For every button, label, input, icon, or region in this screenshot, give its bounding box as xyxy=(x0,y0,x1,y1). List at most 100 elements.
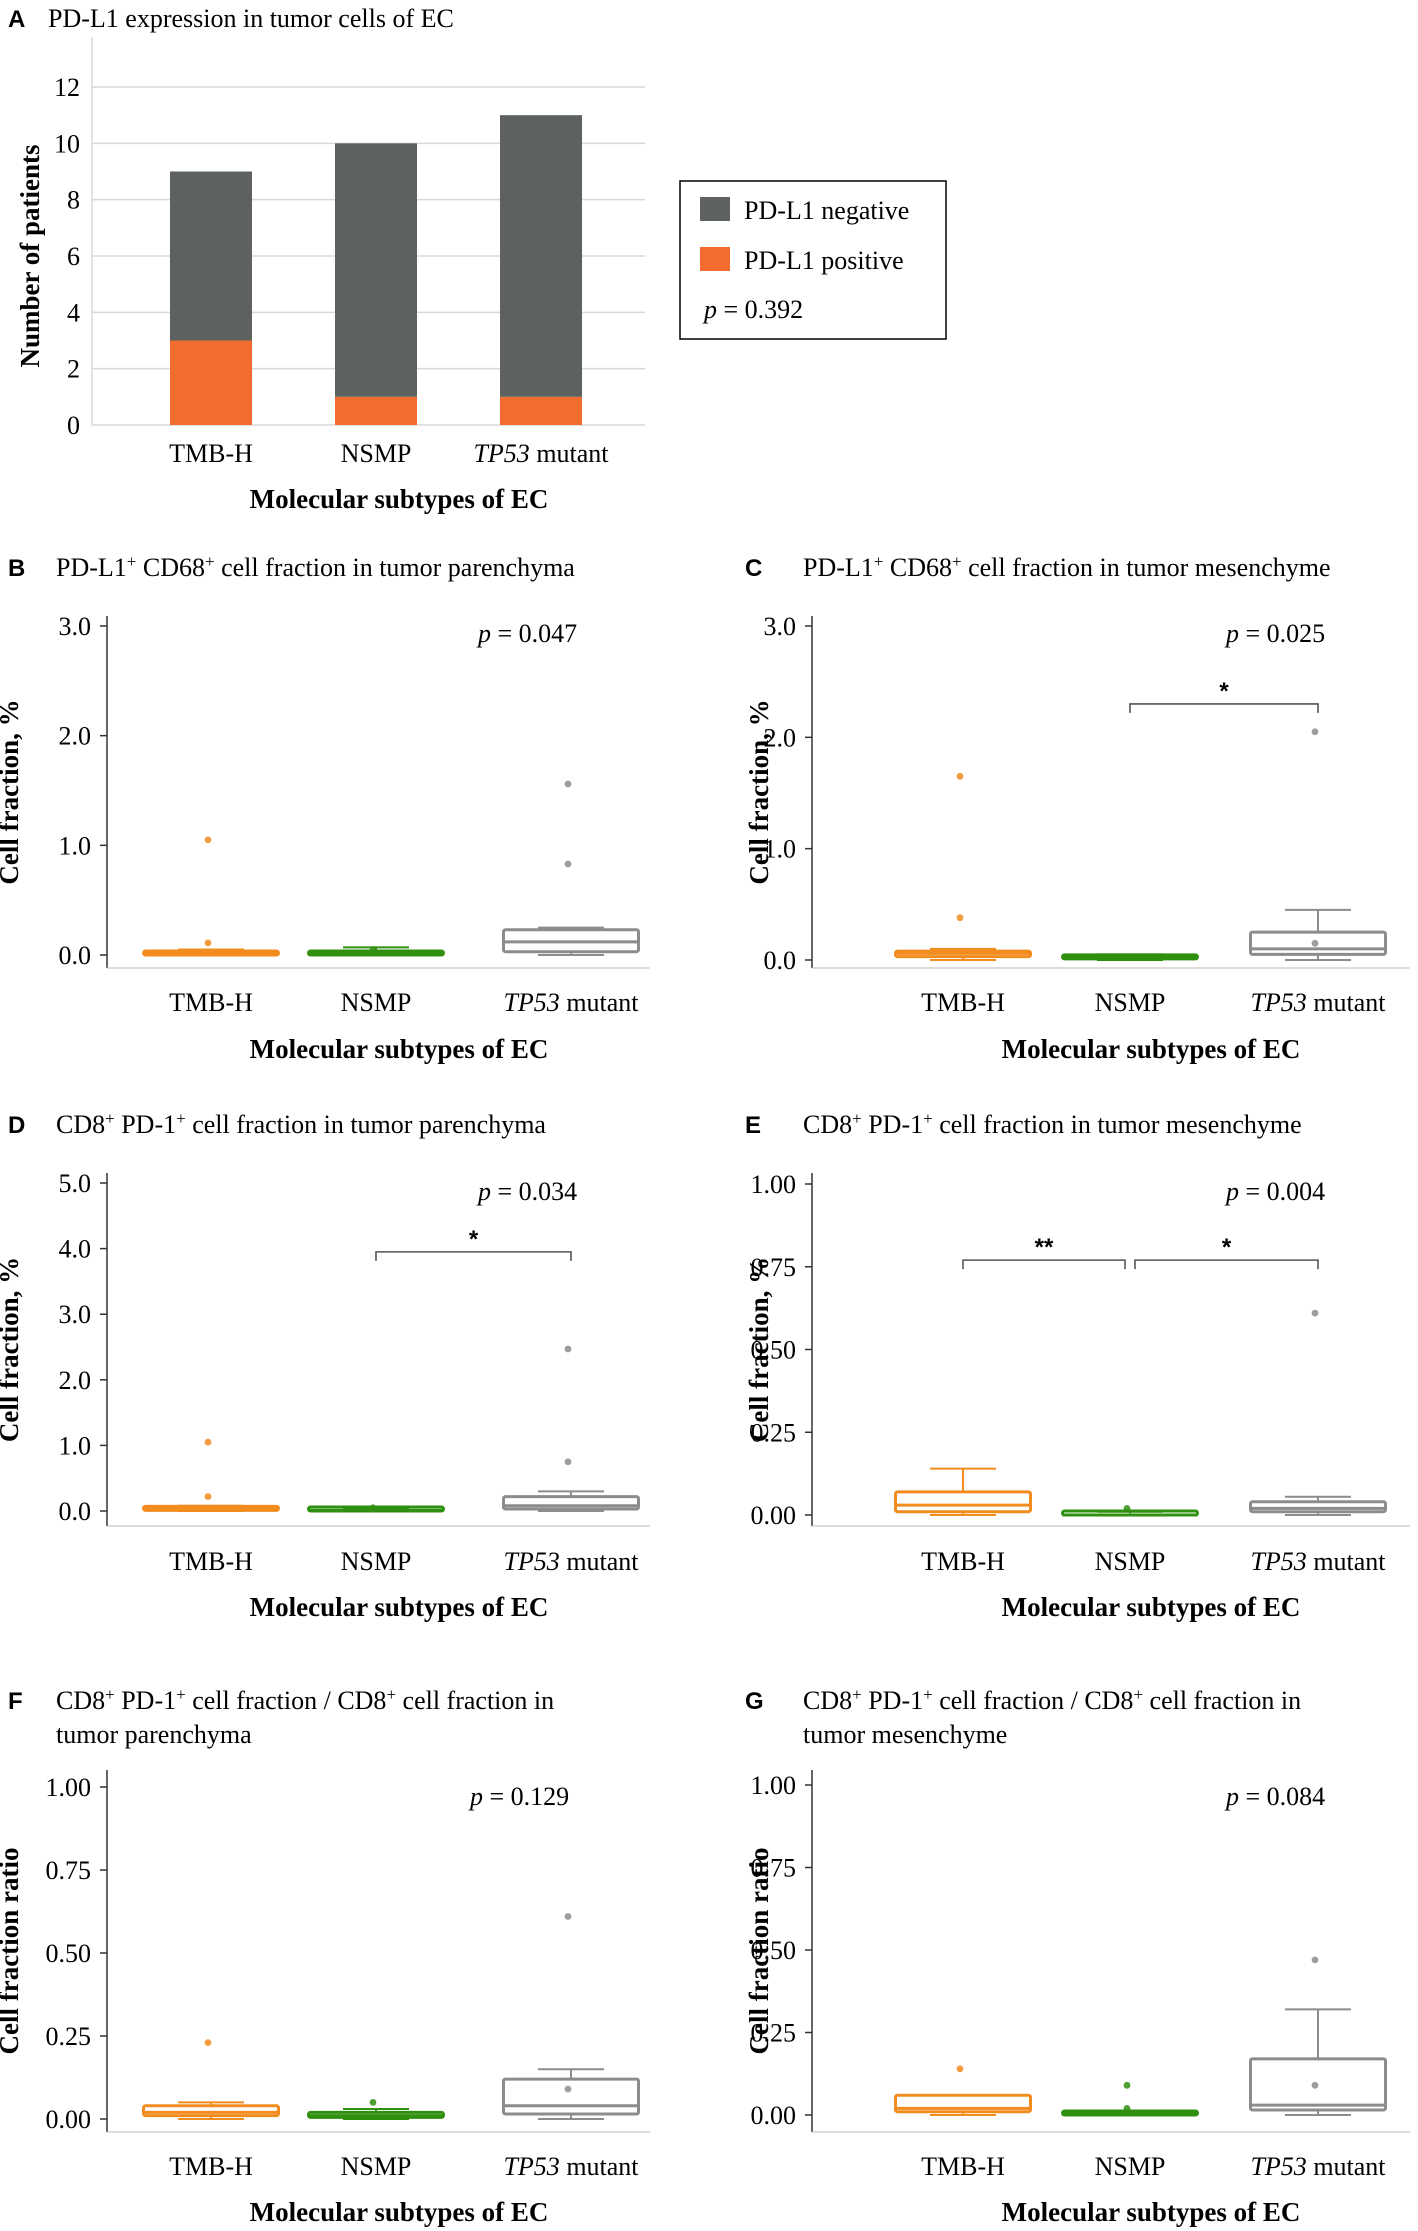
box-tp53-mutant xyxy=(502,780,640,956)
gene-suffix: mutant xyxy=(1307,988,1386,1017)
box-body xyxy=(1249,1500,1387,1514)
significance-bracket: ** xyxy=(962,1234,1126,1270)
p-value: p = 0.034 xyxy=(476,1177,577,1206)
outlier-point xyxy=(1311,939,1319,947)
p-number: = 0.034 xyxy=(491,1177,577,1206)
legend-label-negative: PD-L1 negative xyxy=(744,196,909,225)
panel-title: CD8+ PD-1+ cell fraction in tumor parenc… xyxy=(56,1109,546,1140)
bar-pd-l1-negative xyxy=(335,143,417,397)
title-text: PD-1 xyxy=(862,1686,923,1715)
category-label: NSMP xyxy=(341,2152,412,2181)
outlier-point xyxy=(956,914,964,922)
y-tick-label: 5.0 xyxy=(59,1169,92,1198)
bar-pd-l1-negative xyxy=(500,115,582,397)
category-label: TMB-H xyxy=(169,988,253,1017)
y-tick-label: 6 xyxy=(67,242,80,271)
category-label: NSMP xyxy=(1095,1547,1166,1576)
title-text: tumor mesenchyme xyxy=(803,1720,1007,1749)
category-label: TMB-H xyxy=(169,1547,253,1576)
bracket-line xyxy=(962,1259,1126,1270)
outlier-point xyxy=(564,860,572,868)
box-body xyxy=(502,1495,640,1511)
gene-suffix: mutant xyxy=(1307,1547,1386,1576)
category-label: TMB-H xyxy=(921,2152,1005,2181)
box-tp53-mutant xyxy=(502,1913,640,2120)
y-axis-label: Number of patients xyxy=(15,144,45,367)
y-tick-label: 8 xyxy=(67,186,80,215)
panel-title: tumor mesenchyme xyxy=(803,1720,1007,1749)
title-text: CD8 xyxy=(803,1110,852,1139)
panel-E: E CD8+ PD-1+ cell fraction in tumor mesen… xyxy=(744,1109,1410,1622)
category-label: TMB-H xyxy=(921,1547,1005,1576)
panel-D: D CD8+ PD-1+ cell fraction in tumor paren… xyxy=(0,1109,650,1622)
title-superscript: + xyxy=(874,552,884,571)
p-symbol: p xyxy=(468,1782,483,1811)
outlier-point xyxy=(564,780,572,788)
gene-suffix: mutant xyxy=(560,988,639,1017)
title-superscript: + xyxy=(852,1109,862,1128)
y-tick-label: 2.0 xyxy=(764,723,797,752)
y-tick-label: 10 xyxy=(54,129,80,158)
significance-bracket: * xyxy=(1134,1234,1319,1270)
category-label: TP53 mutant xyxy=(473,439,609,468)
bracket-line xyxy=(375,1251,572,1261)
title-text: CD8 xyxy=(803,1686,852,1715)
gene-name: TP53 xyxy=(473,439,529,468)
title-text: cell fraction in xyxy=(396,1686,554,1715)
box-nsmp xyxy=(307,1504,445,1513)
outlier-point xyxy=(1123,2081,1131,2089)
p-number: = 0.047 xyxy=(491,619,577,648)
x-axis-label: Molecular subtypes of EC xyxy=(1002,1034,1301,1064)
category-label: NSMP xyxy=(341,988,412,1017)
p-value: p = 0.025 xyxy=(1224,619,1325,648)
x-axis-label: Molecular subtypes of EC xyxy=(250,1592,549,1622)
title-text: cell fraction in tumor parenchyma xyxy=(215,553,576,582)
legend: PD-L1 negative PD-L1 positive p = 0.392 xyxy=(679,180,947,340)
p-number: = 0.025 xyxy=(1239,619,1325,648)
gene-name: TP53 xyxy=(503,1547,559,1576)
title-text: cell fraction in xyxy=(1143,1686,1301,1715)
x-axis-label: Molecular subtypes of EC xyxy=(1002,2197,1301,2227)
box-nsmp xyxy=(307,2099,445,2120)
panel-letter: B xyxy=(8,555,25,582)
box-tmb-h xyxy=(142,2039,280,2120)
box-nsmp xyxy=(1061,953,1199,961)
y-axis-label: Cell fraction, % xyxy=(744,1257,774,1442)
p-number: = 0.004 xyxy=(1239,1177,1325,1206)
panel-letter: G xyxy=(745,1688,764,1715)
title-superscript: + xyxy=(176,1109,186,1128)
box-body xyxy=(894,2093,1032,2114)
y-tick-label: 4 xyxy=(67,298,80,327)
box-nsmp xyxy=(1061,1504,1199,1517)
bar-pd-l1-positive xyxy=(500,396,582,425)
p-value: p = 0.047 xyxy=(476,619,577,648)
outlier-point xyxy=(564,2085,572,2093)
title-superscript: + xyxy=(852,1685,862,1704)
category-label: TP53 mutant xyxy=(503,988,639,1017)
y-tick-label: 0.50 xyxy=(46,1939,92,1968)
category-label: NSMP xyxy=(341,1547,412,1576)
title-superscript: + xyxy=(105,1109,115,1128)
panel-title: CD8+ PD-1+ cell fraction / CD8+ cell fra… xyxy=(803,1685,1301,1716)
x-axis-label: Molecular subtypes of EC xyxy=(250,484,549,514)
significance-bracket: * xyxy=(375,1226,572,1261)
category-label: TMB-H xyxy=(921,988,1005,1017)
box-body xyxy=(502,2077,640,2116)
box-tmb-h xyxy=(894,1467,1032,1516)
panel-title: PD-L1+ CD68+ cell fraction in tumor pare… xyxy=(56,552,575,583)
p-symbol: p xyxy=(476,1177,491,1206)
y-tick-label: 0.25 xyxy=(46,2022,92,2051)
bar-pd-l1-positive xyxy=(170,340,252,425)
panel-title: CD8+ PD-1+ cell fraction / CD8+ cell fra… xyxy=(56,1685,554,1716)
box-nsmp xyxy=(307,946,445,957)
p-symbol: p xyxy=(702,295,717,324)
y-tick-label: 4.0 xyxy=(59,1235,92,1264)
box-tmb-h xyxy=(894,2065,1032,2116)
category-label: TP53 mutant xyxy=(503,1547,639,1576)
outlier-point xyxy=(564,1345,572,1353)
y-tick-label: 1.00 xyxy=(46,1773,92,1802)
y-tick-label: 0.75 xyxy=(751,1253,797,1282)
p-symbol: p xyxy=(1224,619,1239,648)
outlier-point xyxy=(1311,1956,1319,1964)
panel-letter: D xyxy=(8,1112,25,1139)
